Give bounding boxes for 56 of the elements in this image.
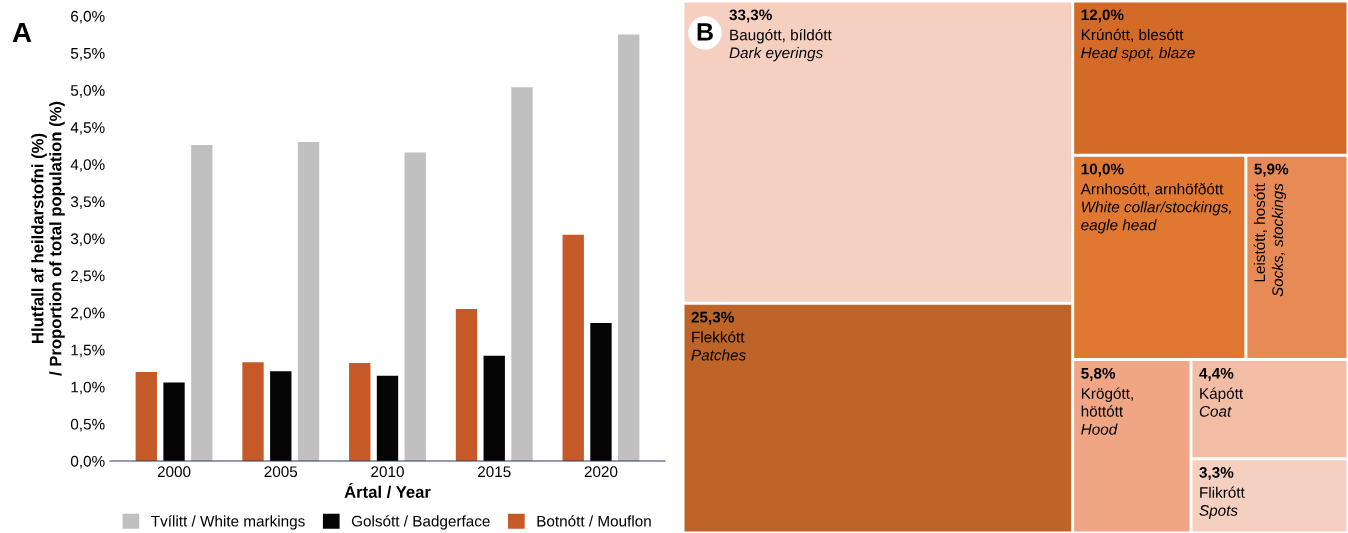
data-label: 25,3%: [691, 311, 734, 325]
bar: [270, 371, 292, 461]
bar: [562, 234, 584, 461]
bar: [590, 323, 612, 461]
text: A: [12, 22, 32, 42]
y-tick-label: 2,0%: [71, 307, 105, 321]
y-tick-label: 1,0%: [71, 381, 105, 395]
data-label: 5,9%: [1254, 163, 1289, 177]
x-tick-label: 2020: [584, 466, 618, 478]
y-tick-label: 5,0%: [70, 85, 105, 98]
bar: [511, 87, 533, 461]
x-tick-label: 2010: [371, 466, 404, 478]
legend-label: Botnótt / Mouflon: [537, 515, 651, 527]
y-tick-label: 0,5%: [70, 418, 105, 432]
y-tick-label: 4,5%: [70, 122, 105, 135]
bar: [618, 34, 640, 461]
y-tick-label: 6,0%: [71, 10, 105, 24]
x-tick-label: 2005: [264, 466, 298, 478]
category-label: Krúnótt, blesótt Head spot, blaze: [1081, 28, 1195, 62]
bar: [242, 362, 264, 461]
bar: [349, 363, 371, 461]
bar: [455, 308, 478, 461]
data-label: 12,0%: [1081, 9, 1124, 23]
legend-label: Tvílitt / White markings: [151, 515, 305, 530]
category-label: Krögótt, höttótt Hood: [1081, 387, 1133, 435]
bar: [376, 375, 399, 461]
text: B: [697, 23, 713, 41]
data-label: 4,4%: [1199, 367, 1234, 381]
bar: [191, 145, 213, 461]
y-tick-label: 4,0%: [70, 159, 105, 172]
y-tick-label: 0,0%: [70, 455, 105, 469]
category-label: Flekkótt Patches: [691, 331, 746, 361]
data-label: 3,3%: [1199, 467, 1234, 481]
x-tick-label: 2015: [478, 466, 511, 478]
x-axis-title: Ártal / Year: [344, 482, 431, 499]
data-label: 10,0%: [1081, 163, 1124, 177]
data-label: 5,8%: [1081, 367, 1116, 381]
x-tick-label: 2000: [157, 466, 191, 478]
y-tick-label: 3,0%: [70, 233, 105, 246]
data-label: 33,3%: [729, 9, 772, 23]
bar: [135, 372, 157, 461]
category-label: Baugótt, bíldótt Dark eyerings: [729, 29, 832, 62]
y-tick-label: 5,5%: [70, 48, 105, 61]
category-label: Kápótt Coat: [1199, 387, 1244, 417]
bar: [163, 382, 185, 461]
legend-label: Golsótt / Badgerface: [351, 515, 490, 530]
bar: [483, 355, 505, 461]
bar: [297, 142, 320, 461]
y-tick-label: 1,5%: [71, 344, 105, 358]
y-tick-label: 3,5%: [70, 196, 105, 209]
y-tick-label: 2,5%: [71, 270, 105, 284]
category-label: Flikrótt Spots: [1199, 486, 1245, 519]
y-axis-title: Hlutfall af heildarstofni (%) / Proportion of total population (%): [31, 101, 65, 376]
category-label: Leistótt, hosótt Socks, stockings: [1253, 183, 1287, 297]
category-label: Arnhosótt, arnhöfðótt White collar/stockings, eagle head: [1080, 182, 1231, 234]
bar: [404, 152, 426, 461]
